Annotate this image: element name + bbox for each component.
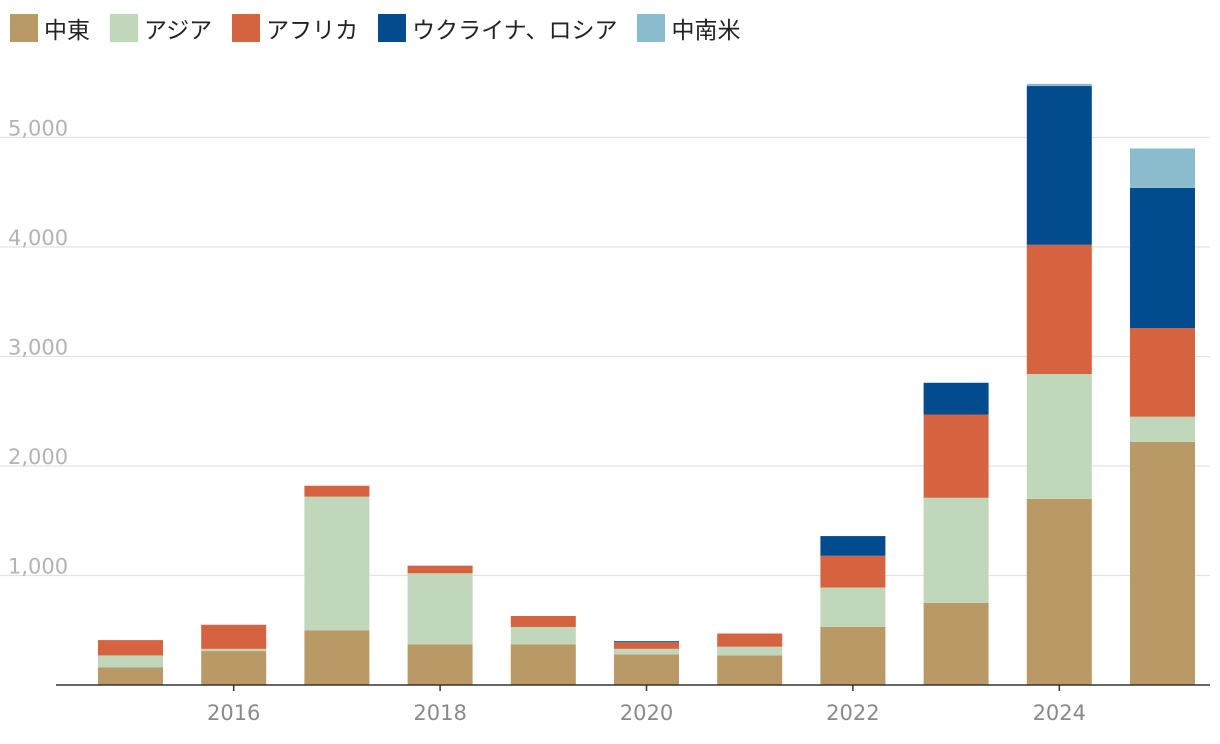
bar-2022-series-1	[820, 587, 886, 627]
bar-2023-series-2	[923, 414, 989, 498]
bar-2021-series-2	[717, 633, 783, 647]
legend-item-latin-america: 中南米	[637, 11, 740, 45]
gridlines	[0, 136, 1210, 577]
x-tick-label-2022: 2022	[826, 701, 879, 725]
bar-2025-series-4	[1130, 148, 1195, 188]
bar-2015-series-0	[98, 667, 163, 685]
bar-2025-series-1	[1130, 416, 1195, 442]
bar-2024-series-4	[1026, 83, 1092, 87]
bar-2025-series-2	[1130, 328, 1195, 417]
bar-2025-series-3	[1130, 187, 1195, 329]
legend-swatch-africa	[232, 14, 261, 42]
legend-item-asia: アジア	[110, 11, 212, 45]
legend-swatch-ukraine-russia	[378, 14, 407, 42]
legend-item-middle-east: 中東	[10, 11, 90, 45]
y-tick-label-4000: 4,000	[8, 226, 68, 250]
legend: 中東 アジア アフリカ ウクライナ、ロシア 中南米	[10, 10, 760, 46]
bar-2024-series-1	[1026, 374, 1092, 499]
y-tick-label-2000: 2,000	[8, 445, 68, 469]
bar-2017-series-2	[304, 485, 370, 497]
bar-2015-series-2	[98, 640, 163, 656]
bar-2020-series-2	[614, 642, 679, 649]
bar-2018-series-2	[407, 565, 473, 574]
y-axis: 1,000 2,000 3,000 4,000 5,000	[8, 117, 68, 579]
bar-2019-series-1	[510, 626, 576, 645]
y-tick-label-3000: 3,000	[8, 336, 68, 360]
bar-2016-series-1	[201, 648, 267, 652]
bar-2017-series-0	[304, 630, 370, 685]
x-axis: 2016 2018 2020 2022 2024	[56, 684, 1210, 725]
legend-label-ukraine-russia: ウクライナ、ロシア	[412, 18, 618, 44]
bar-2023-series-1	[923, 497, 989, 603]
bar-2022-series-0	[820, 626, 886, 685]
bar-2020-series-1	[614, 648, 679, 655]
bar-2025-series-0	[1130, 441, 1195, 685]
bar-2019-series-0	[510, 644, 576, 685]
bar-2024-series-3	[1026, 86, 1092, 245]
bar-2020-series-0	[614, 654, 679, 685]
legend-label-africa: アフリカ	[266, 18, 359, 44]
x-tick-label-2020: 2020	[620, 701, 673, 725]
bar-2017-series-1	[304, 496, 370, 631]
y-tick-label-1000: 1,000	[8, 555, 68, 579]
x-tick-label-2018: 2018	[413, 701, 466, 725]
legend-item-africa: アフリカ	[232, 11, 358, 45]
bar-2015-series-1	[98, 655, 163, 668]
bar-2016-series-2	[201, 624, 267, 649]
bars	[98, 83, 1195, 685]
bar-2016-series-0	[201, 651, 267, 685]
bar-2021-series-1	[717, 646, 783, 656]
legend-label-asia: アジア	[144, 18, 213, 44]
legend-item-ukraine-russia: ウクライナ、ロシア	[378, 11, 617, 45]
bar-2021-series-0	[717, 655, 783, 685]
bar-2023-series-0	[923, 602, 989, 685]
bar-2018-series-1	[407, 573, 473, 645]
bar-2024-series-0	[1026, 498, 1092, 685]
y-tick-label-5000: 5,000	[8, 117, 68, 141]
legend-swatch-middle-east	[10, 14, 38, 42]
bar-2022-series-2	[820, 555, 886, 588]
legend-swatch-latin-america	[637, 14, 666, 42]
bar-2019-series-2	[510, 616, 576, 627]
x-tick-label-2016: 2016	[207, 701, 260, 725]
bar-2024-series-2	[1026, 244, 1092, 375]
legend-swatch-asia	[110, 14, 138, 42]
bar-2022-series-3	[820, 536, 886, 556]
legend-label-latin-america: 中南米	[671, 18, 741, 44]
bar-2018-series-0	[407, 644, 473, 685]
legend-label-middle-east: 中東	[44, 18, 90, 44]
x-tick-label-2024: 2024	[1033, 701, 1086, 725]
bar-2020-series-3	[614, 641, 679, 643]
bar-2023-series-3	[923, 382, 989, 415]
